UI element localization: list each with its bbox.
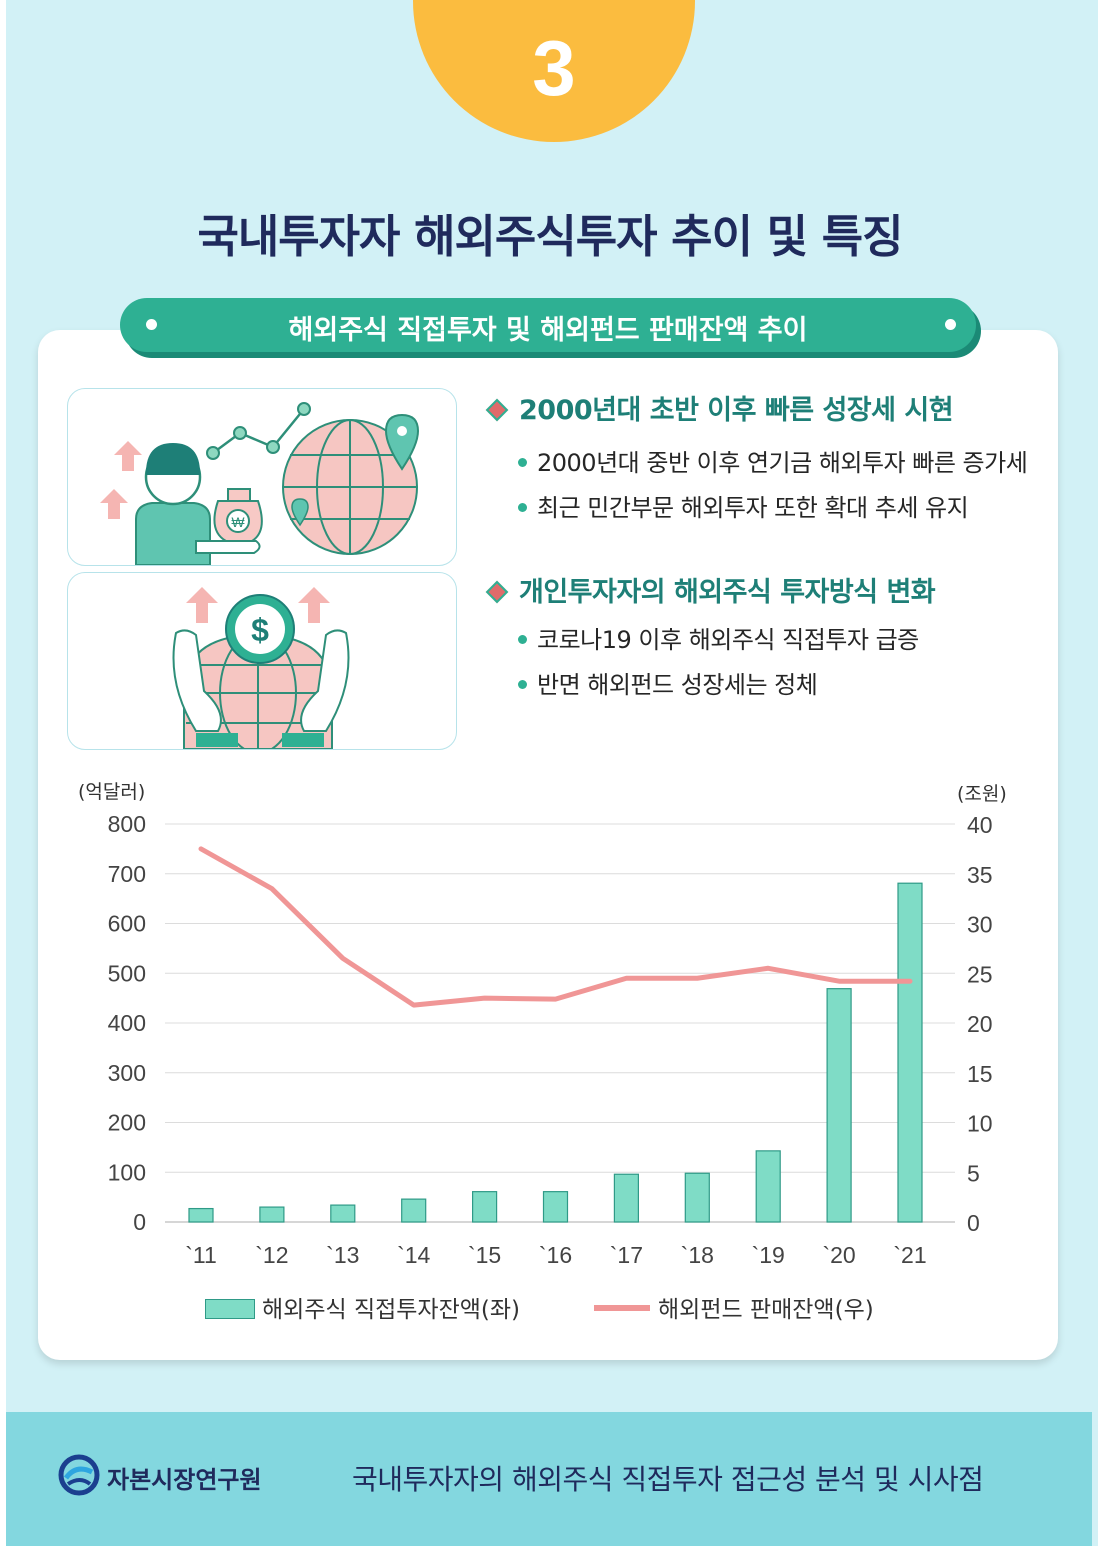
section-heading-1-text: 2000년대 초반 이후 빠른 성장세 시현 [519, 395, 954, 426]
bar [472, 1191, 498, 1223]
page-title: 국내투자자 해외주식투자 추이 및 특징 [197, 210, 903, 263]
bullet-item: 반면 해외펀드 성장세는 정체 [518, 665, 818, 700]
right-tick-label: 10 [967, 1111, 993, 1137]
right-tick-label: 15 [967, 1061, 993, 1087]
section-banner: 해외주식 직접투자 및 해외펀드 판매잔액 추이 [120, 298, 976, 352]
bar [897, 882, 923, 1223]
org-name: 자본시장연구원 [107, 1466, 262, 1494]
left-axis-unit: (억달러) [78, 781, 146, 803]
footer-bar [6, 1412, 1092, 1546]
bullet-item: 최근 민간부문 해외투자 또한 확대 추세 유지 [518, 488, 969, 523]
bullet-dot-icon [518, 679, 527, 689]
org-logo-icon [58, 1454, 100, 1496]
person-money-bag-icon: ₩ [100, 402, 420, 566]
banner-dot-right [945, 319, 956, 330]
bullet-text: 2000년대 중반 이후 연기금 해외투자 빠른 증가세 [537, 449, 1028, 477]
up-arrow-icon [186, 587, 330, 623]
legend-bar-swatch [205, 1299, 255, 1319]
bar [826, 988, 852, 1223]
x-tick-label: `17 [610, 1242, 643, 1268]
left-tick-label: 200 [108, 1110, 146, 1136]
right-tick-label: 30 [967, 912, 993, 938]
legend-bar-label: 해외주식 직접투자잔액(좌) [262, 1297, 521, 1323]
right-axis-unit: (조원) [957, 783, 1007, 805]
bullet-dot-icon [518, 502, 527, 512]
bar [613, 1173, 640, 1223]
right-tick-label: 5 [967, 1160, 980, 1186]
left-tick-label: 700 [108, 861, 146, 887]
right-tick-label: 35 [967, 862, 993, 888]
x-tick-label: `14 [397, 1242, 430, 1268]
legend-line-swatch [594, 1305, 650, 1311]
bullet-text: 코로나19 이후 해외주식 직접투자 급증 [537, 626, 919, 654]
series-line [198, 846, 913, 1008]
left-tick-label: 100 [108, 1159, 146, 1185]
x-tick-label: `19 [752, 1242, 785, 1268]
globe-location-icon [282, 413, 420, 555]
bullet-text: 최근 민간부문 해외투자 또한 확대 추세 유지 [537, 494, 969, 522]
bar [259, 1206, 285, 1223]
bar [755, 1150, 781, 1223]
left-tick-label: 800 [108, 811, 146, 837]
banner-title: 해외주식 직접투자 및 해외펀드 판매잔액 추이 [288, 315, 808, 346]
section-heading-2: 개인투자자의 해외주식 투자방식 변화 [485, 570, 936, 609]
right-tick-label: 40 [967, 812, 993, 838]
up-arrow-icon [100, 441, 142, 519]
x-tick-label: `16 [539, 1242, 572, 1268]
left-tick-label: 400 [108, 1010, 146, 1036]
bar [684, 1172, 710, 1223]
right-tick-label: 20 [967, 1011, 993, 1037]
bullet-dot-icon [518, 634, 527, 644]
svg-text:₩: ₩ [231, 514, 245, 530]
x-tick-label: `20 [822, 1242, 855, 1268]
step-number: 3 [532, 24, 576, 112]
bullet-text: 반면 해외펀드 성장세는 정체 [537, 671, 818, 699]
bar [401, 1198, 427, 1223]
section-heading-2-text: 개인투자자의 해외주식 투자방식 변화 [519, 577, 936, 608]
left-tick-label: 300 [108, 1060, 146, 1086]
hands-globe-dollar-icon: $ [172, 587, 350, 754]
illustration-growth: ₩ [67, 388, 457, 566]
left-tick-label: 0 [133, 1209, 146, 1235]
x-tick-label: `18 [681, 1242, 714, 1268]
left-tick-label: 600 [108, 911, 146, 937]
bullet-item: 2000년대 중반 이후 연기금 해외투자 빠른 증가세 [518, 443, 1028, 478]
section-heading-1: 2000년대 초반 이후 빠른 성장세 시현 [485, 388, 954, 427]
x-tick-label: `12 [255, 1242, 288, 1268]
document-title: 국내투자자의 해외주식 직접투자 접근성 분석 및 시사점 [352, 1463, 984, 1496]
legend-line-label: 해외펀드 판매잔액(우) [658, 1297, 874, 1323]
x-tick-label: `11 [185, 1242, 217, 1268]
bullet-item: 코로나19 이후 해외주식 직접투자 급증 [518, 620, 919, 655]
right-tick-label: 25 [967, 961, 993, 987]
svg-text:$: $ [251, 612, 269, 648]
banner-dot-left [146, 319, 157, 330]
bullet-dot-icon [518, 457, 527, 467]
left-tick-label: 500 [108, 960, 146, 986]
illustration-investment: $ [67, 572, 457, 754]
x-tick-label: `21 [893, 1242, 926, 1268]
bar [330, 1204, 356, 1223]
bar [188, 1207, 214, 1223]
bar [542, 1191, 569, 1223]
x-tick-label: `13 [326, 1242, 359, 1268]
right-tick-label: 0 [967, 1210, 980, 1236]
x-tick-label: `15 [468, 1242, 501, 1268]
